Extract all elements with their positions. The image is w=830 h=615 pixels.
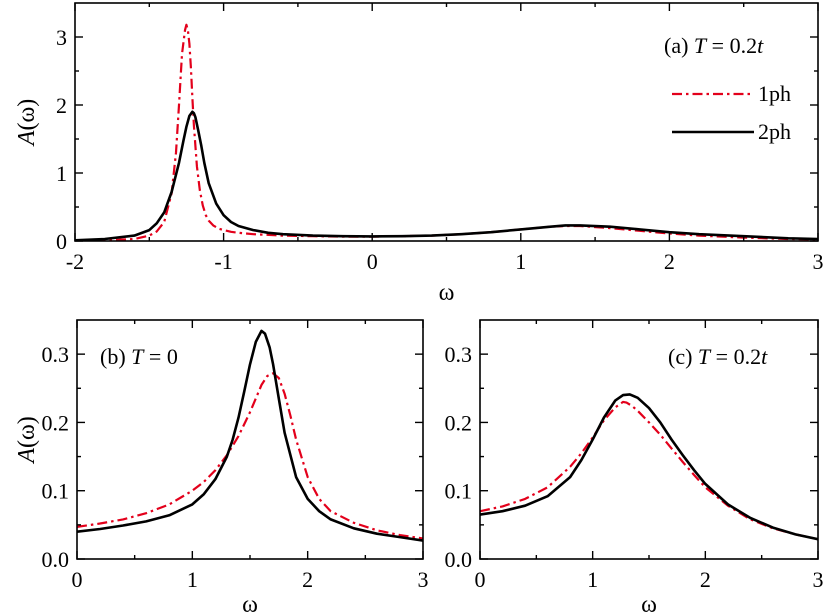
y-tick-label: 0.0 [42,547,70,572]
panel-label-prefix: (c) [668,344,698,369]
x-tick-label: 3 [813,249,824,274]
x-tick-label: 1 [515,249,526,274]
x-tick-label: 1 [187,567,198,592]
series-line-2ph [75,110,818,241]
x-tick-label: 0 [367,249,378,274]
x-tick-label: -1 [214,249,232,274]
panel-label-prefix: (b) [100,344,131,369]
x-tick-label: 2 [302,567,313,592]
x-tick-label: 2 [700,567,711,592]
panel-label-var: T [694,33,708,58]
y-tick-label: 2 [56,93,67,118]
x-tick-label: 3 [813,567,824,592]
y-tick-label: 0.3 [445,342,473,367]
panel-b: 0 1 2 3 0.0 0.1 0.2 0.3 ω A(ω) (b) T = 0 [14,319,429,615]
panel-label-eq: = 0.2 [710,344,761,369]
panel-label: (c) T = 0.2t [668,344,768,369]
panel-a: -2 -1 0 1 2 3 0 1 2 3 ω A(ω) (a) T = 0.2t 1ph 2ph [14,2,824,306]
legend-entry-1ph: 1ph [758,81,791,106]
panel-label-eq: = 0 [143,344,177,369]
panel-label-unit: t [757,33,764,58]
series-line-2ph [77,329,423,542]
y-tick-label: 0.1 [445,479,473,504]
x-tick-label: 0 [475,567,486,592]
x-tick-label: 0 [72,567,83,592]
y-tick-label: 3 [56,25,67,50]
y-tick-label: 0.3 [42,342,70,367]
x-tick-label: -2 [66,249,84,274]
x-tick-label: 1 [587,567,598,592]
legend: 1ph 2ph [672,81,791,144]
panel-c: 0 1 2 3 0.0 0.1 0.2 0.3 ω (c) T = 0.2t [445,319,824,615]
x-axis-label: ω [641,592,657,615]
y-axis-label-var: A [14,448,40,465]
series-line-2ph [480,393,818,541]
y-tick-label: 1 [56,161,67,186]
plot-frame [479,319,819,560]
x-tick-label: 3 [418,567,429,592]
y-tick-label: 0.2 [42,410,70,435]
y-axis-label-arg: (ω) [14,99,40,131]
panel-label-unit: t [761,344,768,369]
y-tick-label: 0.2 [445,410,473,435]
x-axis-label: ω [242,592,258,615]
series-line-1ph [480,400,818,541]
panel-label: (b) T = 0 [100,344,178,369]
y-axis-label: A(ω) [14,99,40,147]
y-axis-label-arg: (ω) [14,416,40,448]
panel-label: (a) T = 0.2t [664,33,764,58]
y-tick-label: 0.1 [42,479,70,504]
panel-label-eq: = 0.2 [706,33,757,58]
y-tick-label: 0 [56,229,67,254]
x-tick-label: 2 [664,249,675,274]
y-axis-label-var: A [14,130,40,147]
panel-label-var: T [131,344,145,369]
series-line-1ph [77,372,423,540]
x-axis-label: ω [439,280,455,306]
y-axis-label: A(ω) [14,416,40,464]
legend-entry-2ph: 2ph [758,119,791,144]
panel-label-prefix: (a) [664,33,694,58]
y-tick-label: 0.0 [445,547,473,572]
panel-label-var: T [698,344,712,369]
